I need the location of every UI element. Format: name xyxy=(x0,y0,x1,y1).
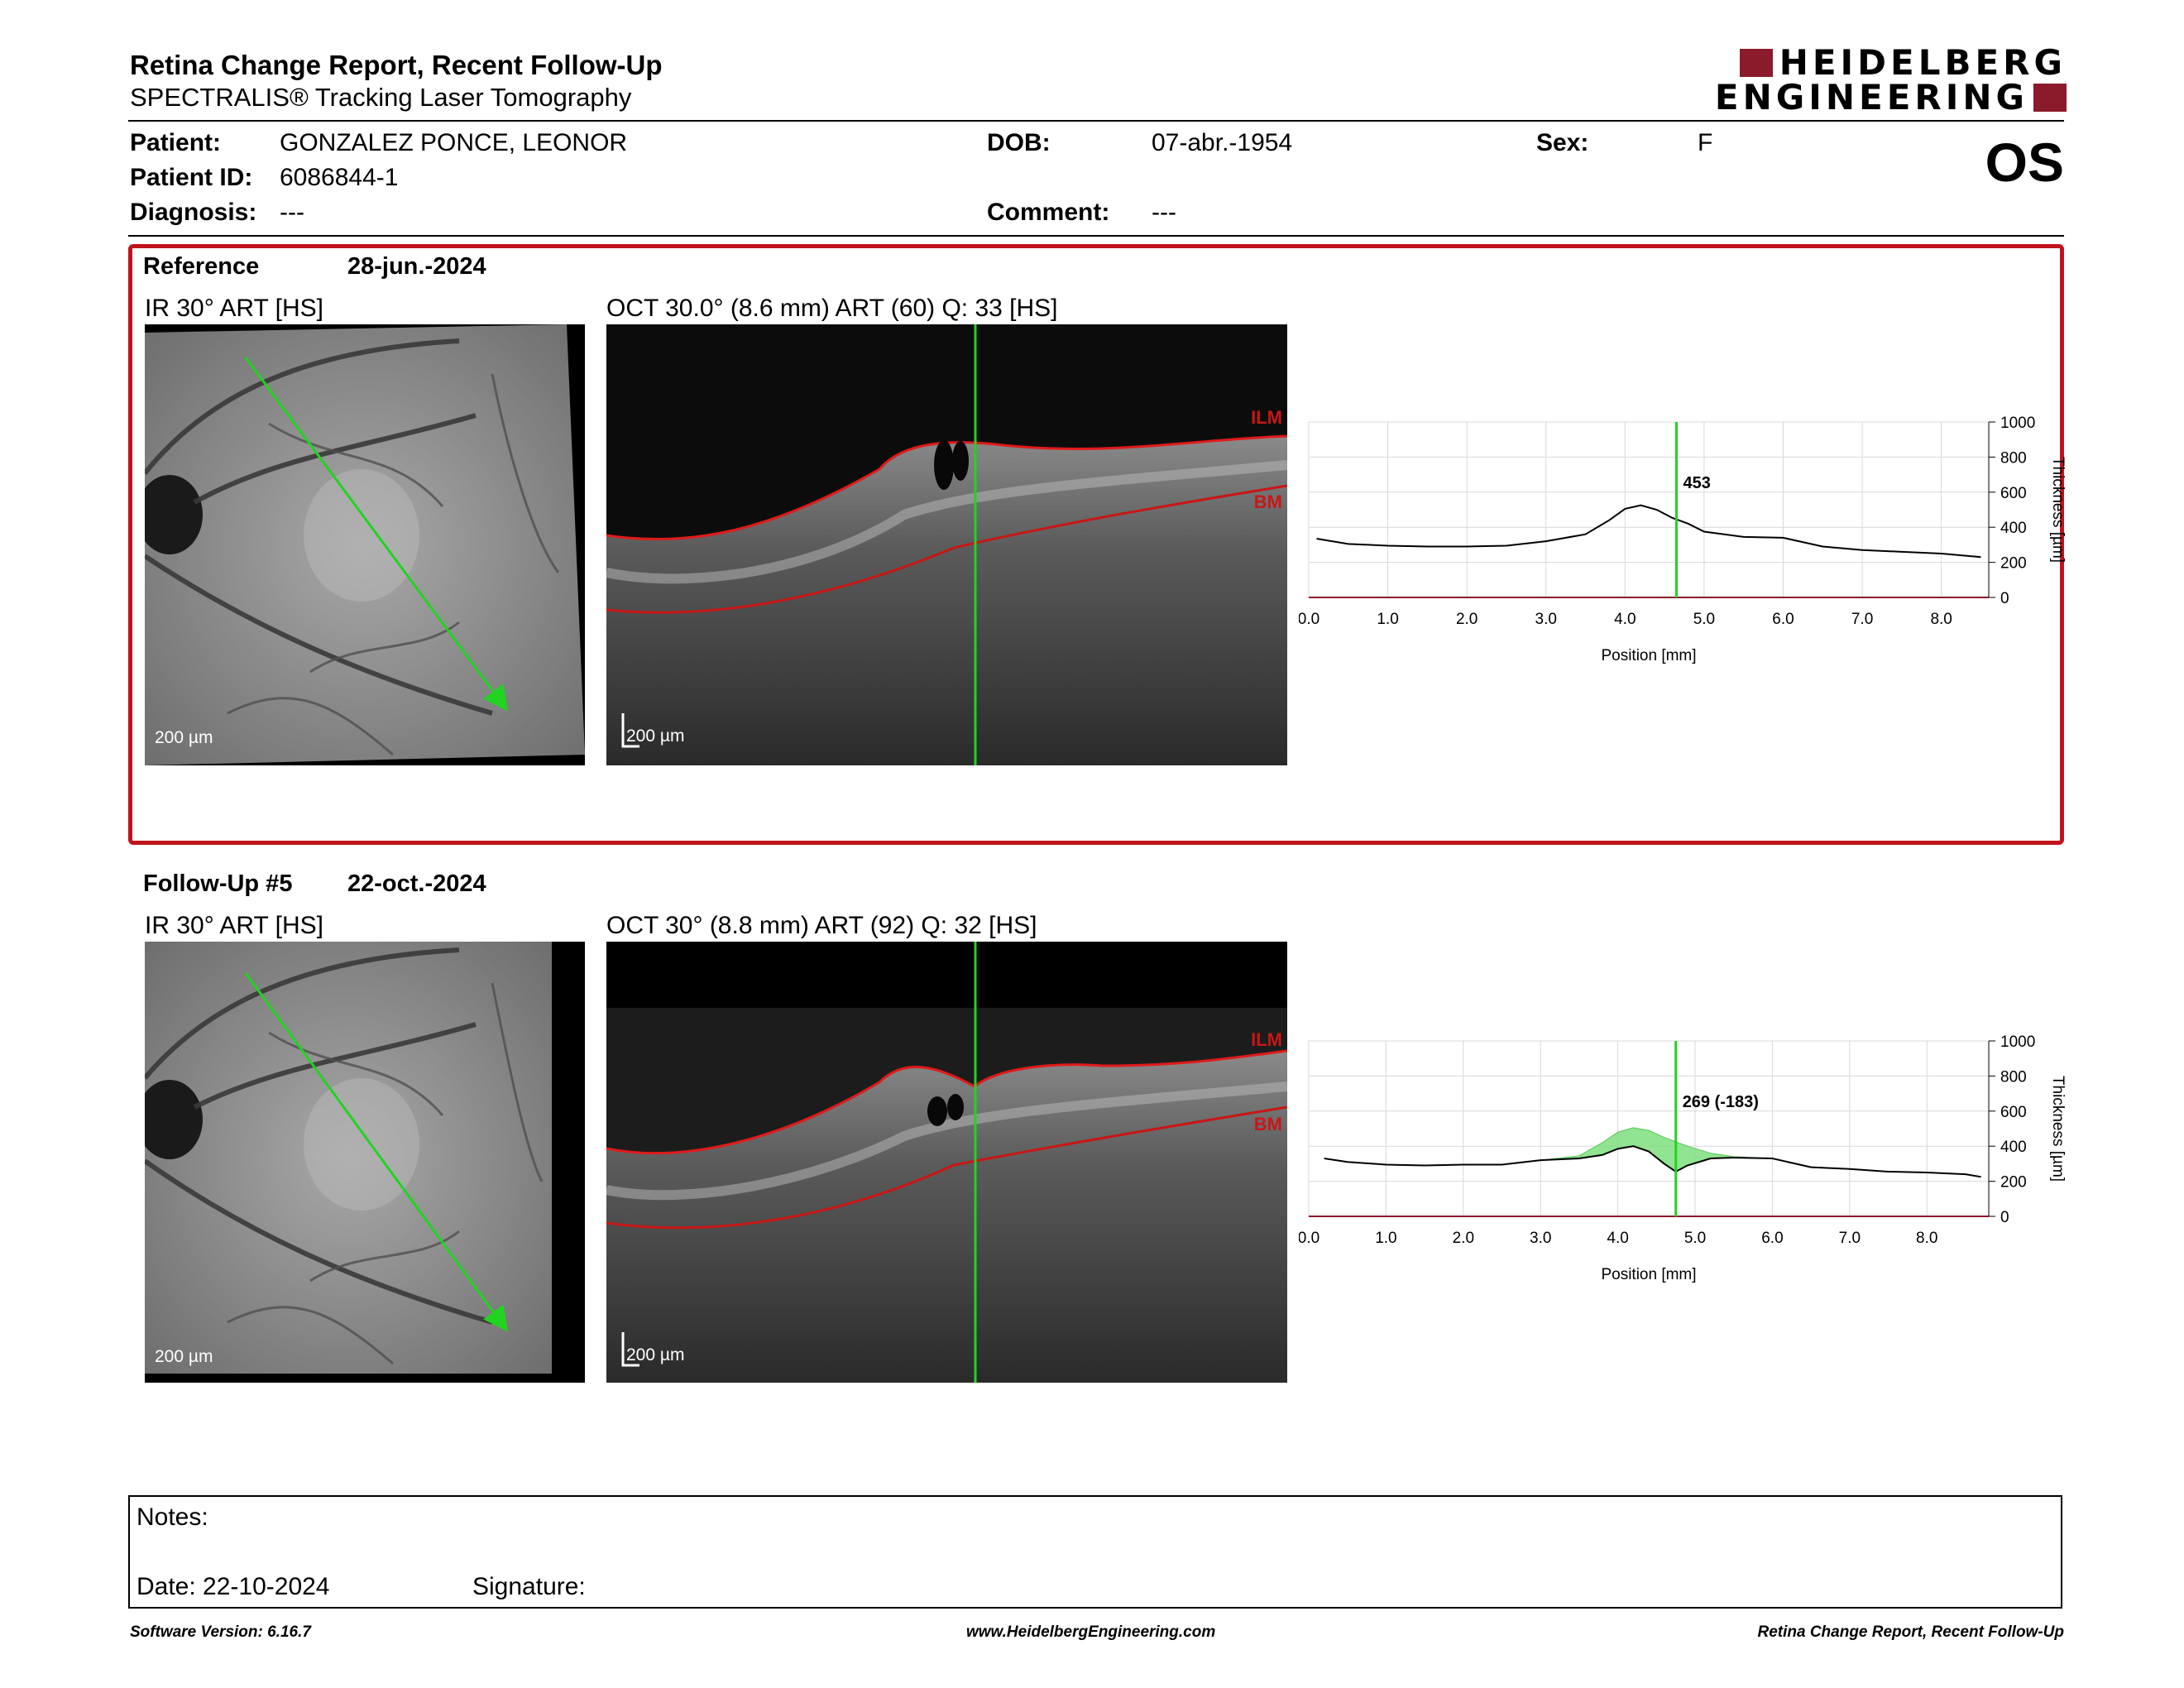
followup-ir-scale: 200 µm xyxy=(155,1347,213,1366)
plot-area xyxy=(1308,421,1990,598)
x-tick-label: 3.0 xyxy=(1530,1230,1551,1247)
x-tick-label: 1.0 xyxy=(1377,611,1398,628)
software-version: Software Version: 6.16.7 xyxy=(130,1623,311,1641)
signature-label: Signature: xyxy=(472,1573,586,1600)
reference-oct-title: OCT 30.0° (8.6 mm) ART (60) Q: 33 [HS] xyxy=(606,295,1058,322)
y-tick-label: 0 xyxy=(2000,1209,2009,1226)
plot-area xyxy=(1308,1040,1990,1217)
x-tick-label: 1.0 xyxy=(1375,1230,1396,1247)
patient-id: 6086844-1 xyxy=(280,164,399,191)
followup-ir-title: IR 30° ART [HS] xyxy=(145,912,323,939)
x-tick-label: 3.0 xyxy=(1535,611,1557,628)
followup-date: 22-oct.-2024 xyxy=(347,870,486,897)
footer-report-name: Retina Change Report, Recent Follow-Up xyxy=(1757,1623,2064,1641)
x-tick-label: 4.0 xyxy=(1607,1230,1628,1247)
followup-oct-title: OCT 30° (8.8 mm) ART (92) Q: 32 [HS] xyxy=(606,912,1037,939)
x-tick-label: 4.0 xyxy=(1614,611,1636,628)
diagnosis-label: Diagnosis: xyxy=(130,199,257,226)
patient-id-label: Patient ID: xyxy=(130,164,253,191)
followup-thickness-chart: 0.0 1.0 2.0 3.0 4.0 5.0 6.0 7.0 8.0 0 200 400 600 800… xyxy=(1299,1033,2067,1283)
sex-label: Sex: xyxy=(1536,129,1589,156)
y-tick-label: 600 xyxy=(2000,485,2027,502)
y-tick-label: 200 xyxy=(2000,555,2027,573)
diagnosis-value: --- xyxy=(280,199,304,226)
reference-date: 28-jun.-2024 xyxy=(347,253,486,280)
eye-label: OS xyxy=(1985,132,2064,193)
reference-oct-scale: 200 µm xyxy=(626,727,685,746)
patient-name: GONZALEZ PONCE, LEONOR xyxy=(280,129,628,156)
cursor-value-label: 453 xyxy=(1683,474,1710,492)
x-tick-label: 0.0 xyxy=(1299,1230,1320,1247)
y-tick-label: 400 xyxy=(2000,1139,2027,1156)
report-subtitle: SPECTRALIS® Tracking Laser Tomography xyxy=(130,83,632,112)
x-tick-label: 6.0 xyxy=(1761,1230,1783,1247)
reference-bm-label: BM xyxy=(1253,492,1282,512)
reference-ir-image: 200 µm xyxy=(145,324,585,765)
notes-label: Notes: xyxy=(136,1503,208,1531)
followup-bm-label: BM xyxy=(1253,1114,1282,1134)
x-tick-label: 8.0 xyxy=(1916,1230,1937,1247)
y-tick-label: 0 xyxy=(2000,590,2009,607)
comment-value: --- xyxy=(1152,199,1176,226)
followup-oct-image: ILM BM 200 µm xyxy=(606,942,1287,1383)
x-tick-label: 5.0 xyxy=(1684,1230,1706,1247)
patient-divider xyxy=(128,235,2064,237)
reference-label: Reference xyxy=(143,253,260,280)
y-tick-label: 400 xyxy=(2000,520,2027,537)
x-tick-label: 8.0 xyxy=(1930,611,1952,628)
followup-ilm-label: ILM xyxy=(1251,1029,1282,1050)
followup-ir-image: 200 µm xyxy=(145,942,585,1383)
followup-label: Follow-Up #5 xyxy=(143,870,293,897)
x-tick-label: 0.0 xyxy=(1299,611,1320,628)
date-label: Date: 22-10-2024 xyxy=(136,1573,330,1600)
dob-label: DOB: xyxy=(987,129,1051,156)
cursor-value-label: 269 (-183) xyxy=(1683,1093,1759,1111)
reference-ir-title: IR 30° ART [HS] xyxy=(145,295,323,322)
y-tick-label: 1000 xyxy=(2000,415,2035,432)
x-tick-label: 5.0 xyxy=(1693,611,1715,628)
thickness-line xyxy=(1324,1145,1981,1178)
x-tick-label: 6.0 xyxy=(1772,611,1794,628)
thickness-line xyxy=(1316,504,1981,559)
x-tick-label: 7.0 xyxy=(1839,1230,1861,1247)
reference-thickness-chart: 0.0 1.0 2.0 3.0 4.0 5.0 6.0 7.0 8.0 0 200 400 600 800… xyxy=(1299,415,2067,664)
x-tick-label: 2.0 xyxy=(1456,611,1478,628)
x-axis-label: Position [mm] xyxy=(1601,1266,1696,1283)
y-tick-label: 200 xyxy=(2000,1174,2027,1192)
website-link[interactable]: www.HeidelbergEngineering.com xyxy=(966,1623,1216,1641)
header-divider xyxy=(128,120,2064,122)
comment-label: Comment: xyxy=(987,199,1110,226)
x-axis-label: Position [mm] xyxy=(1601,647,1696,664)
reference-ir-scale: 200 µm xyxy=(155,728,213,747)
x-tick-label: 7.0 xyxy=(1851,611,1873,628)
reference-ilm-label: ILM xyxy=(1251,407,1282,428)
y-axis-label: Thickness [µm] xyxy=(2049,457,2067,563)
reference-panel xyxy=(128,244,2064,845)
report-title: Retina Change Report, Recent Follow-Up xyxy=(130,50,663,80)
sex-value: F xyxy=(1698,129,1713,156)
y-tick-label: 600 xyxy=(2000,1104,2027,1121)
y-tick-label: 800 xyxy=(2000,1068,2027,1086)
y-axis-label: Thickness [µm] xyxy=(2049,1076,2067,1182)
followup-oct-scale: 200 µm xyxy=(626,1345,685,1364)
reference-oct-image: ILM BM 200 µm xyxy=(606,324,1287,765)
y-tick-label: 1000 xyxy=(2000,1033,2035,1051)
notes-box: Notes: Date: 22-10-2024 Signature: xyxy=(128,1495,2062,1609)
x-tick-label: 2.0 xyxy=(1453,1230,1474,1247)
patient-label: Patient: xyxy=(130,129,222,156)
dob-value: 07-abr.-1954 xyxy=(1152,129,1293,156)
y-tick-label: 800 xyxy=(2000,449,2027,467)
